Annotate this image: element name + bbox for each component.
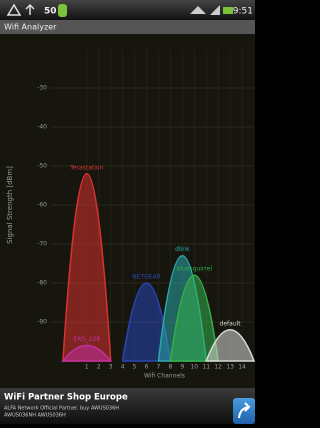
battery-icon bbox=[223, 7, 233, 14]
network-label: Terastation bbox=[69, 164, 103, 171]
x-tick-label: 2 bbox=[97, 364, 101, 371]
y-tick-label: -30 bbox=[37, 85, 47, 92]
network-label: ENS_228 bbox=[74, 336, 101, 343]
ad-text[interactable]: ALFA Network Official Partner. buy AWUS0… bbox=[4, 406, 119, 412]
status-signal-value: 50 bbox=[44, 7, 57, 17]
network-label: NETGEAR bbox=[132, 274, 161, 281]
x-tick-label: 12 bbox=[214, 364, 222, 371]
y-axis-title: Signal Strength [dBm] bbox=[6, 166, 14, 244]
x-tick-label: 6 bbox=[145, 364, 149, 371]
y-tick-label: -50 bbox=[37, 163, 47, 170]
ad-button[interactable] bbox=[233, 398, 255, 424]
x-tick-label: 7 bbox=[157, 364, 161, 371]
y-tick-label: -70 bbox=[37, 241, 47, 248]
x-tick-label: 13 bbox=[226, 364, 234, 371]
x-tick-label: 10 bbox=[190, 364, 198, 371]
x-axis-title: Wifi Channels bbox=[144, 373, 185, 380]
network-label: default bbox=[220, 320, 242, 327]
y-tick-label: -90 bbox=[37, 319, 47, 326]
x-tick-label: 1 bbox=[85, 364, 89, 371]
ad-title[interactable]: WiFi Partner Shop Europe bbox=[4, 393, 128, 403]
network-label: dlink bbox=[175, 246, 190, 253]
status-time: 9:51 bbox=[233, 7, 253, 17]
x-tick-label: 5 bbox=[133, 364, 137, 371]
x-tick-label: 9 bbox=[180, 364, 184, 371]
screen: 50 9:51 Wifi Analyzer Signal Strength [d… bbox=[0, 0, 255, 424]
x-tick-label: 3 bbox=[109, 364, 113, 371]
app-title: Wifi Analyzer bbox=[4, 23, 57, 32]
ad-text[interactable]: AWUS036NH AWUS036H bbox=[4, 413, 66, 419]
y-tick-label: -80 bbox=[37, 280, 47, 287]
network-label: bluesquirrel bbox=[177, 266, 213, 273]
y-tick-label: -40 bbox=[37, 124, 47, 131]
x-tick-label: 8 bbox=[168, 364, 172, 371]
x-tick-label: 14 bbox=[238, 364, 246, 371]
x-tick-label: 11 bbox=[202, 364, 210, 371]
android-icon bbox=[58, 4, 67, 17]
y-tick-label: -60 bbox=[37, 202, 47, 209]
x-tick-label: 4 bbox=[121, 364, 125, 371]
